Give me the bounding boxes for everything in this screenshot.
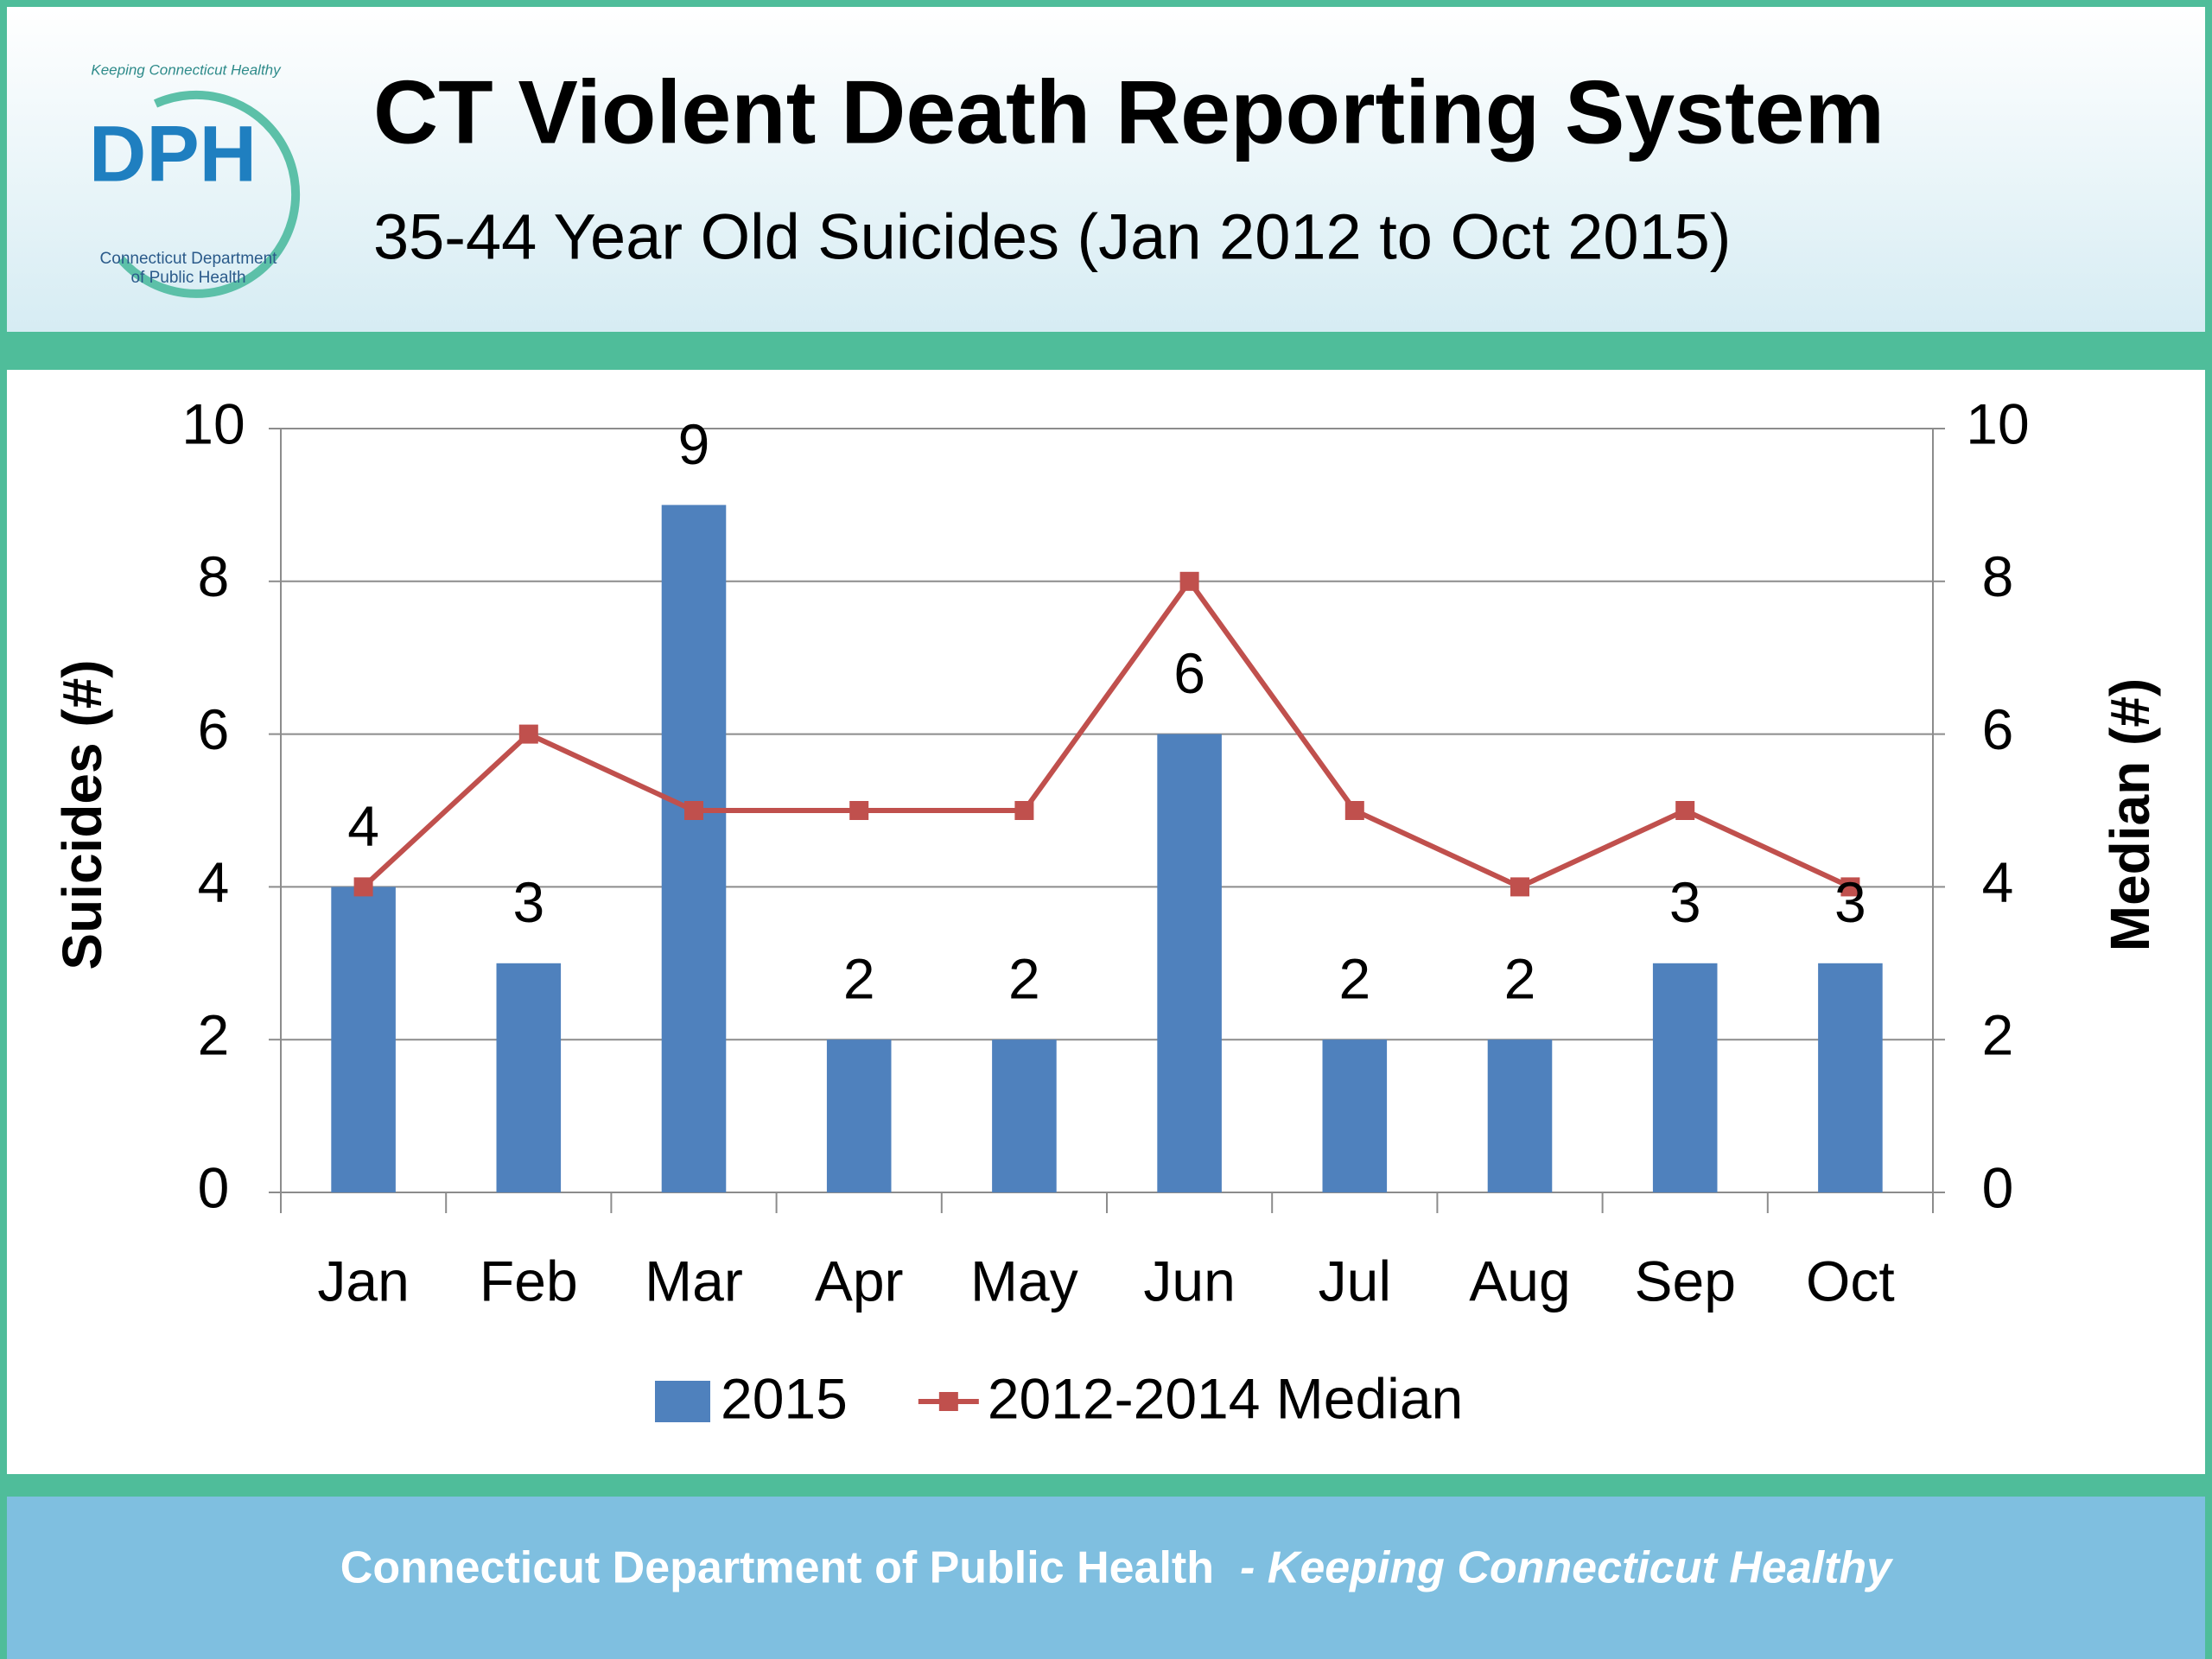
subtitle: 35-44 Year Old Suicides (Jan 2012 to Oct…: [373, 201, 1731, 273]
x-tick-label: Mar: [645, 1249, 743, 1313]
x-tick-label: Sep: [1634, 1249, 1735, 1313]
x-tick-label: Oct: [1806, 1249, 1895, 1313]
legend-label: 2012-2014 Median: [988, 1366, 1463, 1430]
legend-marker: [938, 1392, 958, 1411]
y2-tick-label: 4: [1982, 850, 2014, 914]
line-marker: [1179, 571, 1199, 591]
x-tick-label: Feb: [480, 1249, 578, 1313]
bar: [1157, 734, 1222, 1192]
y-tick-label: 6: [198, 697, 230, 761]
y-tick-label: 4: [198, 850, 230, 914]
x-tick-label: May: [970, 1249, 1078, 1313]
x-tick-label: Apr: [815, 1249, 904, 1313]
y2-tick-label: 2: [1982, 1003, 2014, 1067]
legend-swatch: [655, 1381, 710, 1422]
line-marker: [1344, 801, 1364, 820]
line-marker: [849, 801, 869, 820]
footer-organization: Connecticut Department of Public Health: [340, 1543, 1214, 1593]
data-label: 2: [1504, 947, 1536, 1011]
logo-caption: Connecticut Department: [100, 250, 278, 268]
line-marker: [353, 877, 373, 897]
legend-label: 2015: [721, 1366, 848, 1430]
logo-ring: [118, 90, 301, 298]
y2-tick-label: 8: [1982, 544, 2014, 608]
header-band: [7, 7, 2205, 332]
bar: [1818, 963, 1883, 1192]
y-tick-label: 8: [198, 544, 230, 608]
bar: [1652, 963, 1718, 1192]
footer-band: [7, 1497, 2205, 1659]
bar: [496, 963, 562, 1192]
x-tick-label: Jan: [317, 1249, 409, 1313]
data-label: 6: [1173, 641, 1205, 705]
logo-caption: of Public Health: [130, 269, 245, 287]
logo: Keeping Connecticut Healthy DPH Connecti…: [89, 61, 301, 298]
bar: [992, 1039, 1057, 1192]
y2-tick-label: 10: [1966, 391, 2029, 455]
line-marker: [518, 724, 538, 744]
logo-text: DPH: [89, 110, 257, 198]
y-axis-title: Suicides (#): [51, 659, 113, 969]
data-label: 3: [1834, 870, 1866, 934]
y2-tick-label: 6: [1982, 697, 2014, 761]
logo-ring-text: Keeping Connecticut Healthy: [91, 61, 282, 78]
data-label: 3: [1669, 870, 1701, 934]
line: [361, 578, 1852, 890]
data-label: 9: [678, 412, 710, 476]
bar: [1487, 1039, 1553, 1192]
line-marker: [684, 801, 703, 820]
x-tick-label: Jun: [1143, 1249, 1235, 1313]
data-label: 2: [1338, 947, 1370, 1011]
bar: [826, 1039, 892, 1192]
line-marker: [1014, 801, 1034, 820]
bar: [331, 887, 396, 1192]
data-label: 2: [843, 947, 875, 1011]
line-marker: [1840, 877, 1860, 897]
line-marker: [1510, 877, 1529, 897]
y-tick-label: 2: [198, 1003, 230, 1067]
bar: [1322, 1039, 1388, 1192]
y2-tick-label: 0: [1982, 1155, 2014, 1219]
y2-axis-title: Median (#): [2099, 678, 2161, 951]
x-tick-label: Aug: [1469, 1249, 1570, 1313]
x-tick-label: Jul: [1319, 1249, 1391, 1313]
data-label: 3: [512, 870, 544, 934]
data-label: 2: [1008, 947, 1040, 1011]
footer-tagline: - Keeping Connecticut Healthy: [1240, 1543, 1894, 1593]
bar: [661, 505, 727, 1192]
data-label: 4: [347, 794, 379, 858]
title: CT Violent Death Reporting System: [373, 62, 1885, 162]
y-tick-label: 0: [198, 1155, 230, 1219]
line-marker: [1675, 801, 1695, 820]
y-tick-label: 10: [181, 391, 245, 455]
